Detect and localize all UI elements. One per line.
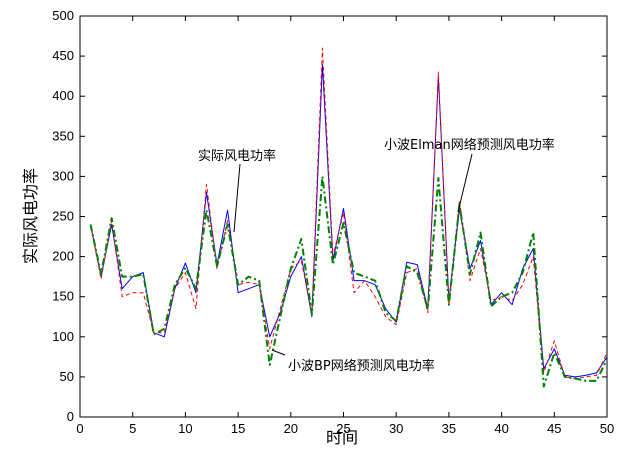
annotation-elman-pointer	[457, 153, 473, 213]
y-tick-label: 500	[52, 8, 74, 23]
x-tick-label: 25	[336, 421, 350, 436]
y-tick-label: 250	[52, 209, 74, 224]
series-group	[89, 47, 608, 388]
x-tick-label: 50	[600, 421, 614, 436]
plot-frame	[79, 15, 608, 418]
x-tick-label: 5	[129, 421, 136, 436]
y-tick-label: 50	[60, 369, 74, 384]
x-tick-label: 20	[284, 421, 298, 436]
x-tick-label: 45	[547, 421, 561, 436]
x-tick-label: 30	[389, 421, 403, 436]
annotations: 实际风电功率 小波Elman网络预测风电功率 小波BP网络预测风电功率	[198, 137, 555, 374]
annotation-actual-pointer	[233, 163, 241, 233]
x-axis-title: 时间	[326, 428, 358, 447]
series-line-bp	[89, 175, 608, 388]
x-tick-label: 15	[231, 421, 245, 436]
x-tick-label: 40	[494, 421, 508, 436]
y-tick-label: 450	[52, 48, 74, 63]
annotation-actual: 实际风电功率	[198, 148, 276, 164]
y-tick-label: 200	[52, 249, 74, 264]
y-tick-label: 400	[52, 88, 74, 103]
y-tick-label: 350	[52, 128, 74, 143]
annotation-bp-pointer	[271, 349, 286, 356]
y-tick-label: 0	[67, 409, 74, 424]
x-tick-label: 10	[178, 421, 192, 436]
x-tick-label: 0	[76, 421, 83, 436]
x-tick-label: 35	[442, 421, 456, 436]
axis-ticks: 0 5 10 15 20 25 30 35 40 45 5005010015020025030035…	[52, 8, 614, 436]
y-tick-label: 300	[52, 168, 74, 183]
annotation-bp: 小波BP网络预测风电功率	[288, 358, 435, 374]
y-axis-title: 实际风电功率	[21, 168, 40, 264]
y-tick-label: 150	[52, 289, 74, 304]
annotation-elman: 小波Elman网络预测风电功率	[384, 137, 555, 153]
y-tick-label: 100	[52, 329, 74, 344]
